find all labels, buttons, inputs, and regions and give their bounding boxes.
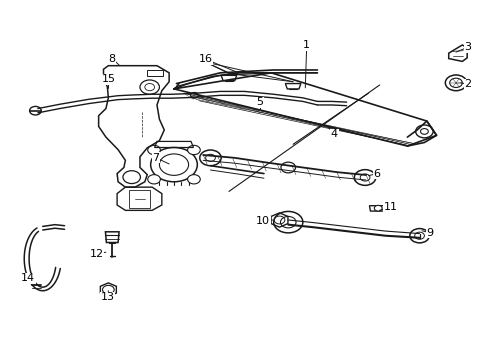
Text: 6: 6 bbox=[372, 168, 380, 179]
Text: 3: 3 bbox=[464, 42, 471, 52]
Circle shape bbox=[373, 205, 381, 211]
Text: 13: 13 bbox=[100, 292, 114, 302]
Circle shape bbox=[147, 175, 160, 184]
Circle shape bbox=[150, 148, 197, 182]
Circle shape bbox=[187, 145, 200, 155]
Text: 15: 15 bbox=[101, 74, 115, 84]
Circle shape bbox=[354, 170, 375, 185]
Text: 7: 7 bbox=[152, 153, 159, 163]
Text: 14: 14 bbox=[21, 273, 35, 283]
Circle shape bbox=[190, 93, 198, 98]
Text: 2: 2 bbox=[464, 79, 471, 89]
Text: 5: 5 bbox=[256, 97, 263, 107]
Circle shape bbox=[200, 150, 221, 166]
Circle shape bbox=[273, 211, 302, 233]
Text: 8: 8 bbox=[108, 54, 116, 64]
Text: 1: 1 bbox=[303, 40, 309, 50]
Text: 10: 10 bbox=[255, 216, 269, 226]
Circle shape bbox=[445, 75, 466, 91]
Text: 16: 16 bbox=[198, 54, 212, 64]
Circle shape bbox=[147, 145, 160, 155]
Text: 9: 9 bbox=[426, 228, 433, 238]
Circle shape bbox=[281, 162, 295, 173]
Circle shape bbox=[187, 175, 200, 184]
Circle shape bbox=[102, 285, 114, 294]
Circle shape bbox=[140, 80, 159, 94]
Text: 12: 12 bbox=[89, 249, 103, 259]
Circle shape bbox=[30, 107, 41, 115]
Circle shape bbox=[415, 125, 432, 138]
Circle shape bbox=[409, 229, 428, 243]
Text: 4: 4 bbox=[330, 129, 337, 139]
Circle shape bbox=[122, 171, 140, 184]
Text: 11: 11 bbox=[383, 202, 397, 212]
